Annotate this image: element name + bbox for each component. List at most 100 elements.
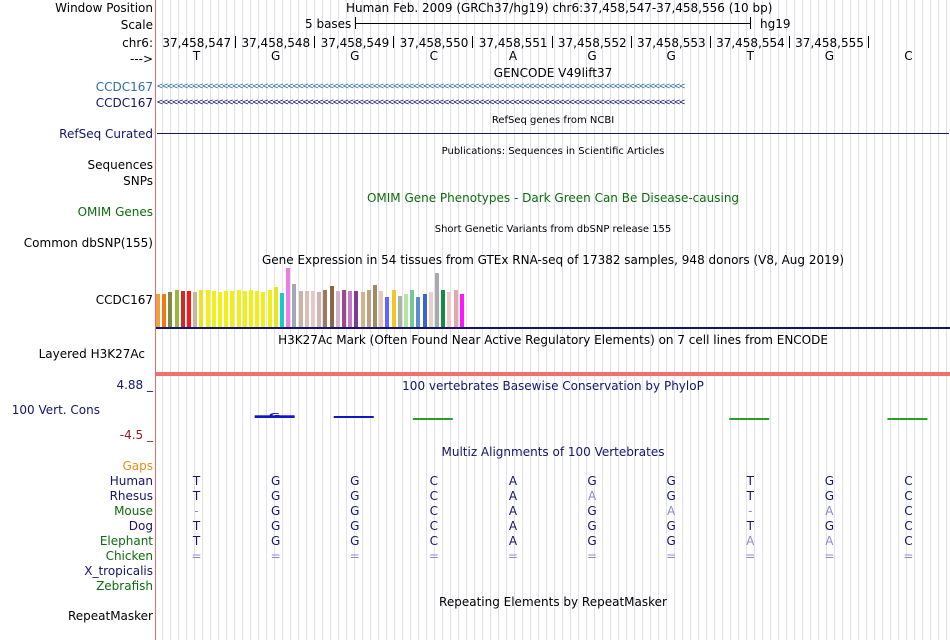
gtex-tissue-bar[interactable] (187, 291, 191, 327)
gtex-tissue-bar[interactable] (454, 290, 458, 327)
multiz-base: = (191, 549, 202, 563)
phylop-score-mark[interactable] (729, 418, 770, 420)
gtex-tissue-bar[interactable] (206, 290, 210, 327)
gtex-tissue-bar[interactable] (379, 291, 383, 327)
phylop-label[interactable]: 100 Vert. Cons (11, 403, 100, 417)
multiz-gaps-label[interactable]: Gaps (122, 459, 153, 473)
phylop-score-mark[interactable] (412, 418, 453, 420)
gtex-tissue-bar[interactable] (354, 291, 358, 327)
dbsnp-label[interactable]: Common dbSNP(155) (23, 236, 153, 250)
grid-line (618, 0, 619, 640)
multiz-species-label[interactable]: X_tropicalis (84, 564, 153, 578)
gtex-tissue-bar[interactable] (342, 290, 346, 327)
gtex-tissue-bar[interactable] (392, 290, 396, 327)
ruler-base: C (429, 49, 439, 63)
gtex-tissue-bar[interactable] (311, 291, 315, 327)
window-position-value[interactable]: Human Feb. 2009 (GRCh37/hg19) chr6:37,45… (346, 1, 773, 15)
gtex-tissue-bar[interactable] (348, 291, 352, 327)
gtex-tissue-bar[interactable] (243, 291, 247, 327)
multiz-species-label[interactable]: Chicken (105, 549, 153, 563)
gtex-tissue-bar[interactable] (330, 286, 334, 327)
gtex-tissue-bar[interactable] (323, 290, 327, 327)
gtex-tissue-bar[interactable] (336, 291, 340, 327)
repeatmasker-label[interactable]: RepeatMasker (67, 609, 153, 623)
gencode-item-label-1[interactable]: CCDC167 (95, 80, 153, 94)
gtex-tissue-bar[interactable] (299, 291, 303, 327)
refseq-label[interactable]: RefSeq Curated (59, 127, 153, 141)
gencode-item-label-2[interactable]: CCDC167 (95, 96, 153, 110)
phylop-score-mark[interactable] (254, 415, 295, 418)
gtex-tissue-bar[interactable] (162, 294, 166, 327)
refseq-gene-line[interactable] (157, 133, 949, 134)
grid-line (474, 0, 475, 640)
multiz-base: A (508, 534, 518, 548)
gtex-tissue-bar[interactable] (181, 291, 185, 327)
gtex-tissue-bar[interactable] (373, 285, 377, 327)
phylop-score-mark[interactable] (333, 416, 374, 418)
multiz-base: G (587, 504, 597, 518)
multiz-base: - (748, 504, 753, 518)
multiz-base: C (429, 534, 439, 548)
gtex-tissue-bar[interactable] (385, 297, 389, 327)
gtex-tissue-bar[interactable] (423, 294, 427, 327)
gtex-tissue-bar[interactable] (212, 291, 216, 327)
gtex-tissue-bar[interactable] (230, 291, 234, 327)
gtex-tissue-bar[interactable] (224, 291, 228, 327)
multiz-species-label[interactable]: Rhesus (109, 489, 153, 503)
multiz-base: G (350, 489, 360, 503)
gtex-tissue-bar[interactable] (268, 290, 272, 327)
gtex-tissue-bar[interactable] (249, 290, 253, 327)
gtex-tissue-bar[interactable] (175, 290, 179, 327)
publications-label[interactable]: Sequences (87, 158, 153, 172)
multiz-base: C (904, 474, 913, 488)
gtex-tissue-bar[interactable] (274, 287, 278, 327)
gtex-tissue-bar[interactable] (429, 292, 433, 327)
ruler-base: G (270, 49, 281, 63)
gencode-transcript-2[interactable]: <<<<<<<<<<<<<<<<<<<<<<<<<<<<<<<<<<<<<<<<… (157, 99, 685, 107)
gtex-tissue-bar[interactable] (398, 296, 402, 327)
snps-label[interactable]: SNPs (123, 174, 153, 188)
multiz-base: = (507, 549, 518, 563)
multiz-species-label[interactable]: Dog (128, 519, 153, 533)
gtex-tissue-bar[interactable] (292, 284, 296, 327)
gtex-tissue-bar[interactable] (193, 292, 197, 327)
gtex-tissue-bar[interactable] (156, 294, 160, 327)
gtex-label[interactable]: CCDC167 (95, 293, 153, 307)
gtex-tissue-bar[interactable] (361, 292, 365, 327)
multiz-species-label[interactable]: Elephant (99, 534, 153, 548)
gtex-tissue-bar[interactable] (435, 273, 439, 327)
h3k27ac-signal[interactable] (156, 372, 950, 376)
ruler-base: T (192, 49, 201, 63)
grid-line (858, 0, 859, 640)
phylop-plot[interactable]: G (156, 390, 950, 440)
gtex-tissue-bar[interactable] (447, 292, 451, 327)
gtex-tissue-bar[interactable] (168, 292, 172, 327)
grid-line (466, 0, 467, 640)
gtex-tissue-bar[interactable] (237, 290, 241, 327)
gtex-tissue-bar[interactable] (218, 292, 222, 327)
multiz-base: T (746, 519, 754, 533)
gtex-tissue-bar[interactable] (280, 293, 284, 327)
gtex-tissue-bar[interactable] (441, 290, 445, 327)
gtex-tissue-bar[interactable] (317, 292, 321, 327)
gtex-tissue-bar[interactable] (199, 290, 203, 327)
refseq-track-title: RefSeq genes from NCBI (491, 115, 615, 126)
gtex-tissue-bar[interactable] (404, 294, 408, 327)
gtex-tissue-bar[interactable] (286, 268, 290, 327)
gtex-tissue-bar[interactable] (261, 292, 265, 327)
gtex-tissue-bar[interactable] (460, 294, 464, 327)
gtex-tissue-bar[interactable] (367, 290, 371, 327)
multiz-base: G (666, 534, 676, 548)
gtex-tissue-bar[interactable] (255, 291, 259, 327)
phylop-score-mark[interactable] (887, 418, 928, 420)
h3k27ac-label[interactable]: Layered H3K27Ac (38, 347, 145, 361)
gencode-transcript-1[interactable]: <<<<<<<<<<<<<<<<<<<<<<<<<<<<<<<<<<<<<<<<… (157, 83, 685, 91)
gtex-tissue-bar[interactable] (305, 291, 309, 327)
multiz-species-label[interactable]: Human (109, 474, 153, 488)
gtex-tissue-bar[interactable] (410, 290, 414, 327)
multiz-species-label[interactable]: Mouse (114, 504, 153, 518)
gtex-track-title: Gene Expression in 54 tissues from GTEx … (261, 253, 845, 267)
multiz-species-label[interactable]: Zebrafish (96, 579, 153, 593)
omim-label[interactable]: OMIM Genes (77, 205, 153, 219)
gtex-tissue-bar[interactable] (416, 297, 420, 327)
